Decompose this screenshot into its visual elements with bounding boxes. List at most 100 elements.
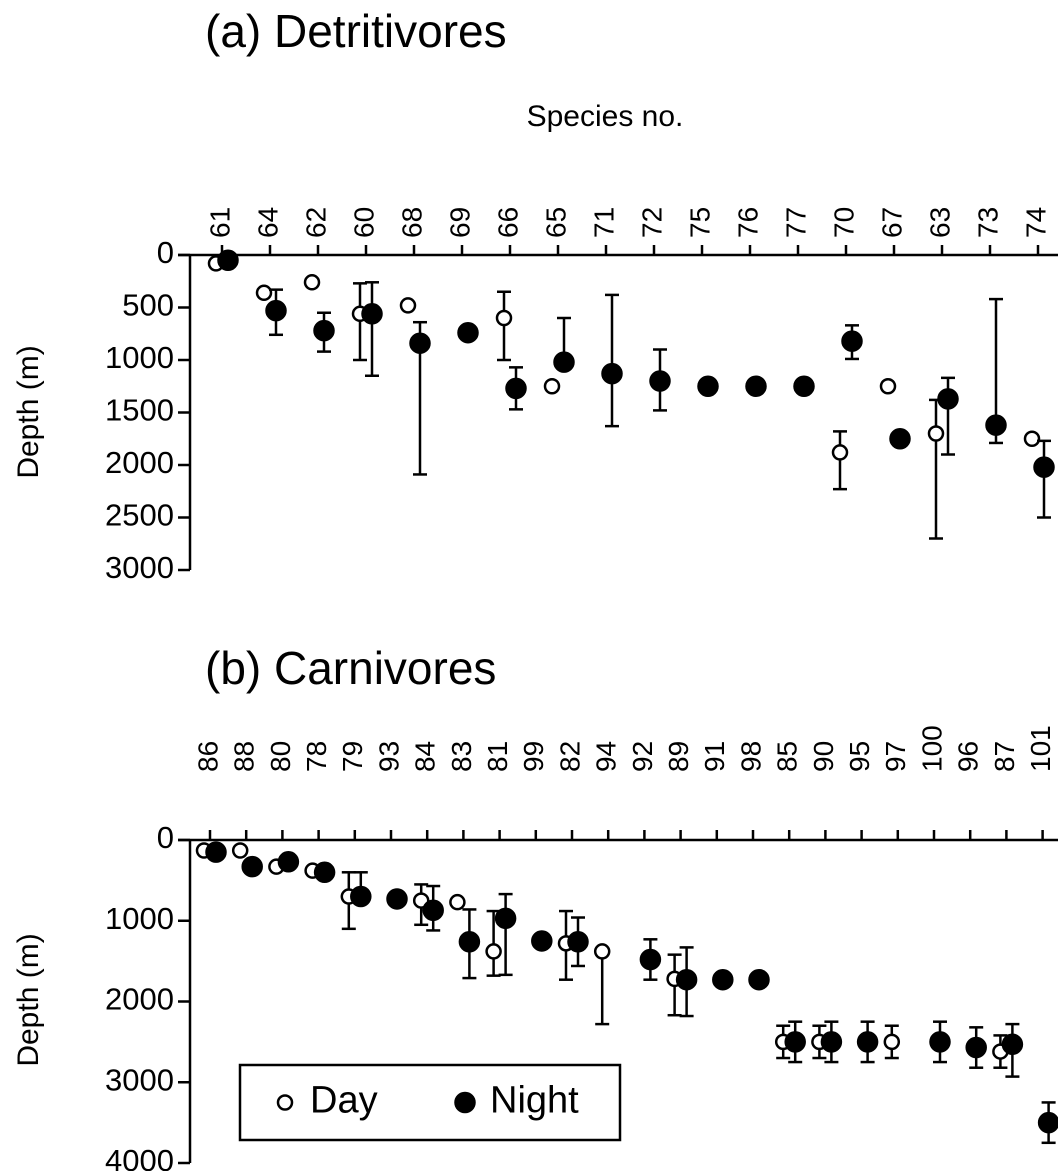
- marker: [531, 930, 553, 952]
- x-tick-label: 93: [373, 741, 404, 772]
- marker: [458, 930, 481, 953]
- x-tick-label: 98: [735, 741, 766, 772]
- x-tick-label: 91: [699, 741, 730, 772]
- x-tick-label: 83: [446, 741, 477, 772]
- marker: [386, 888, 408, 910]
- x-tick-label: 74: [1020, 207, 1051, 238]
- x-tick-label: 88: [229, 741, 260, 772]
- x-tick-label: 72: [636, 207, 667, 238]
- x-tick-label: 87: [989, 741, 1020, 772]
- x-tick-label: 70: [828, 207, 859, 238]
- x-tick-label: 96: [953, 741, 984, 772]
- marker: [277, 851, 300, 873]
- marker: [929, 1031, 951, 1053]
- x-tick-label: 63: [924, 207, 955, 238]
- chart-title: (b) Carnivores: [205, 642, 496, 694]
- marker: [313, 861, 336, 884]
- marker: [231, 842, 249, 859]
- x-tick-label: 90: [808, 741, 839, 772]
- x-tick-label: 100: [916, 725, 947, 772]
- legend-marker: [454, 1091, 476, 1114]
- marker: [457, 321, 479, 344]
- marker: [303, 274, 321, 291]
- x-tick-label: 81: [482, 741, 513, 772]
- marker: [241, 855, 263, 878]
- y-tick-label: 1500: [105, 393, 174, 428]
- x-tick-label: 68: [396, 207, 427, 238]
- x-tick-label: 89: [663, 741, 694, 772]
- marker: [217, 249, 239, 271]
- marker: [494, 907, 517, 930]
- marker: [831, 444, 849, 461]
- marker: [965, 1036, 987, 1059]
- y-tick-label: 0: [157, 235, 174, 270]
- legend-marker: [276, 1094, 294, 1111]
- x-tick-label: 61: [204, 207, 235, 238]
- x-tick-label: 67: [876, 207, 907, 238]
- x-tick-label: 66: [492, 207, 523, 238]
- x-tick-label: 76: [732, 207, 763, 238]
- chart-title: (a) Detritivores: [205, 5, 507, 57]
- marker: [399, 297, 417, 314]
- marker: [841, 330, 863, 352]
- marker: [793, 375, 815, 397]
- legend-label: Day: [310, 1080, 378, 1122]
- marker: [1001, 1033, 1024, 1056]
- x-tick-label: 71: [588, 207, 619, 238]
- x-tick-label: 73: [972, 207, 1003, 238]
- marker: [1023, 430, 1041, 447]
- marker: [745, 375, 767, 397]
- y-tick-label: 2500: [105, 498, 174, 533]
- marker: [820, 1031, 843, 1053]
- marker: [889, 428, 911, 450]
- x-tick-label: 84: [410, 741, 441, 772]
- x-tick-label: 78: [301, 741, 332, 772]
- x-axis-label: Species no.: [527, 100, 684, 133]
- marker: [697, 375, 719, 397]
- marker: [1037, 1111, 1058, 1134]
- marker: [422, 899, 444, 922]
- y-tick-label: 2000: [105, 982, 174, 1017]
- x-tick-label: 94: [591, 741, 622, 772]
- marker: [1033, 456, 1055, 478]
- marker: [205, 841, 227, 863]
- marker: [985, 414, 1007, 436]
- y-tick-label: 500: [122, 288, 174, 323]
- marker: [937, 388, 959, 410]
- x-tick-label: 60: [348, 207, 379, 238]
- marker: [567, 930, 589, 953]
- x-tick-label: 69: [444, 207, 475, 238]
- legend-box: [238, 1063, 622, 1142]
- x-tick-label: 97: [880, 741, 911, 772]
- x-tick-label: 75: [684, 207, 715, 238]
- y-tick-label: 1000: [105, 340, 174, 375]
- marker: [712, 968, 734, 991]
- marker: [883, 1033, 901, 1051]
- marker: [361, 303, 383, 325]
- x-tick-label: 64: [252, 207, 283, 238]
- marker: [601, 362, 623, 385]
- marker: [485, 943, 502, 960]
- marker: [265, 299, 287, 322]
- x-tick-label: 86: [192, 741, 223, 772]
- y-tick-label: 3000: [105, 550, 174, 585]
- y-axis-label: Depth (m): [12, 933, 45, 1066]
- x-tick-label: 77: [780, 207, 811, 238]
- marker: [449, 893, 466, 911]
- marker: [553, 351, 575, 373]
- y-tick-label: 3000: [105, 1062, 174, 1097]
- x-tick-label: 92: [627, 741, 658, 772]
- x-tick-label: 99: [518, 741, 549, 772]
- marker: [927, 425, 945, 442]
- marker: [313, 319, 335, 342]
- x-tick-label: 65: [540, 207, 571, 238]
- marker: [255, 284, 273, 302]
- marker: [649, 370, 671, 392]
- x-tick-label: 62: [300, 207, 331, 238]
- marker: [593, 943, 611, 960]
- marker: [543, 378, 561, 395]
- x-tick-label: 80: [265, 741, 296, 772]
- y-axis-label: Depth (m): [12, 345, 45, 478]
- marker: [409, 332, 431, 354]
- x-tick-label: 95: [844, 741, 875, 772]
